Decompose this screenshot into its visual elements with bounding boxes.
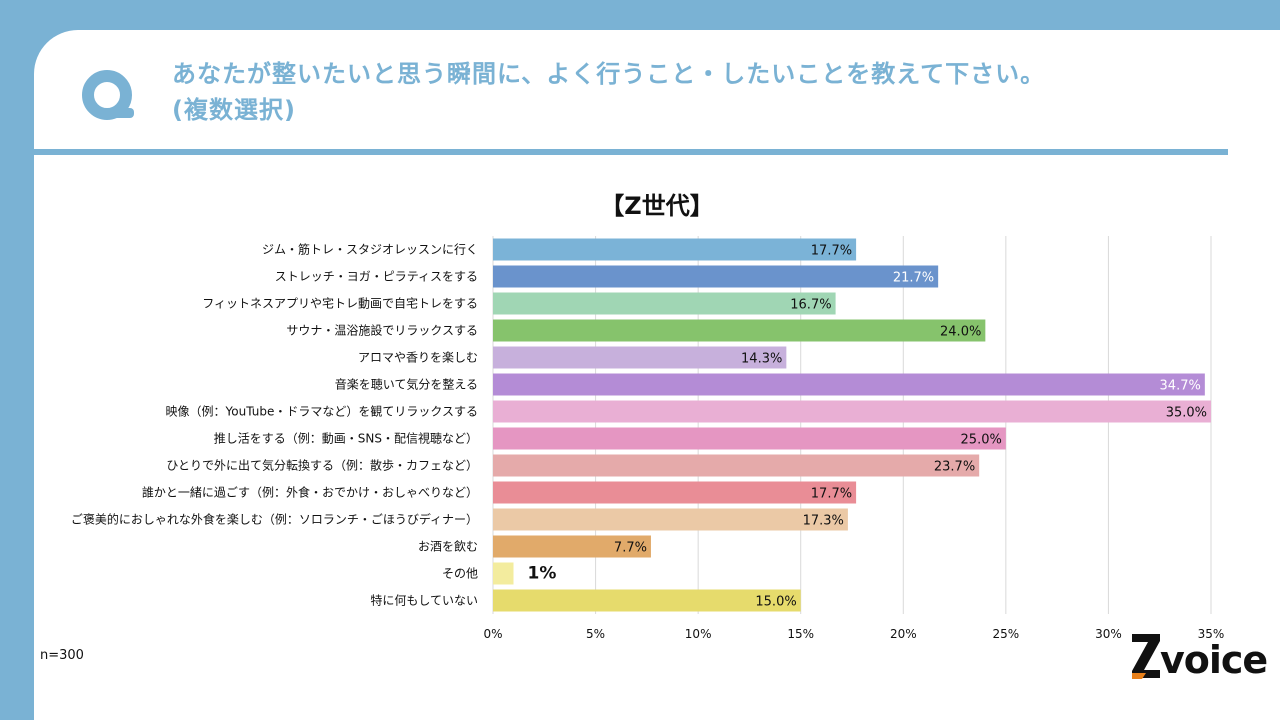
category-label: 特に何もしていない [370, 593, 478, 608]
x-tick-label: 20% [890, 627, 917, 641]
question-line-2: (複数選択) [172, 96, 296, 124]
bar [493, 265, 939, 288]
value-label: 17.7% [811, 487, 852, 502]
question-text: あなたが整いたいと思う瞬間に、よく行うこと・したいことを教えて下さい。 (複数選… [172, 56, 1262, 128]
chart-title: 【Z世代】 [600, 192, 714, 220]
x-tick-label: 30% [1095, 627, 1122, 641]
bar [493, 346, 787, 369]
value-label: 24.0% [940, 325, 981, 340]
bar [493, 562, 514, 585]
logo-text: voice [1160, 638, 1268, 682]
header-rule [34, 149, 1228, 155]
category-label: その他 [442, 567, 478, 581]
bar [493, 508, 848, 531]
value-label: 15.0% [755, 595, 796, 610]
category-label: ご褒美的におしゃれな外食を楽しむ（例：ソロランチ・ごほうびディナー） [71, 512, 478, 527]
value-label: 7.7% [614, 541, 647, 556]
x-tick-label: 25% [993, 627, 1020, 641]
value-label: 17.7% [811, 244, 852, 259]
z-logo-icon [1132, 634, 1160, 679]
x-tick-label: 15% [787, 627, 814, 641]
category-label: ひとりで外に出て気分転換する（例：散歩・カフェなど） [166, 458, 478, 473]
bar [493, 427, 1006, 450]
bar [493, 238, 857, 261]
x-tick-label: 5% [586, 627, 605, 641]
bar [493, 589, 801, 612]
value-label: 35.0% [1166, 406, 1207, 421]
value-label: 23.7% [934, 460, 975, 475]
category-label: アロマや香りを楽しむ [358, 351, 478, 365]
value-label: 21.7% [893, 271, 934, 286]
category-label: 音楽を聴いて気分を整える [335, 377, 478, 392]
value-label: 25.0% [961, 433, 1002, 448]
x-tick-label: 10% [685, 627, 712, 641]
bar [493, 535, 651, 558]
bar [493, 319, 986, 342]
category-label: 誰かと一緒に過ごす（例：外食・おでかけ・おしゃべりなど） [142, 485, 478, 500]
value-label: 17.3% [803, 514, 844, 529]
bar [493, 400, 1211, 423]
bar [493, 292, 836, 315]
q-icon [82, 70, 134, 120]
value-label: 34.7% [1160, 379, 1201, 394]
value-label: 1% [528, 564, 557, 584]
category-label: フィットネスアプリや宅トレ動画で自宅トレをする [202, 296, 478, 311]
category-label: 映像（例：YouTube・ドラマなど）を観てリラックスする [166, 405, 478, 419]
question-line-1: あなたが整いたいと思う瞬間に、よく行うこと・したいことを教えて下さい。 [172, 60, 1046, 88]
bar [493, 481, 857, 504]
category-label: お酒を飲む [418, 539, 478, 554]
sample-size: n=300 [40, 648, 84, 663]
bar [493, 373, 1205, 396]
category-label: ジム・筋トレ・スタジオレッスンに行く [262, 242, 478, 257]
category-label: サウナ・温浴施設でリラックスする [286, 323, 478, 338]
category-label: ストレッチ・ヨガ・ピラティスをする [275, 270, 478, 284]
x-tick-label: 35% [1198, 627, 1225, 641]
bar [493, 454, 980, 477]
value-label: 16.7% [790, 298, 831, 313]
x-tick-label: 0% [483, 627, 502, 641]
value-label: 14.3% [741, 352, 782, 367]
category-label: 推し活をする（例：動画・SNS・配信視聴など） [214, 431, 478, 446]
